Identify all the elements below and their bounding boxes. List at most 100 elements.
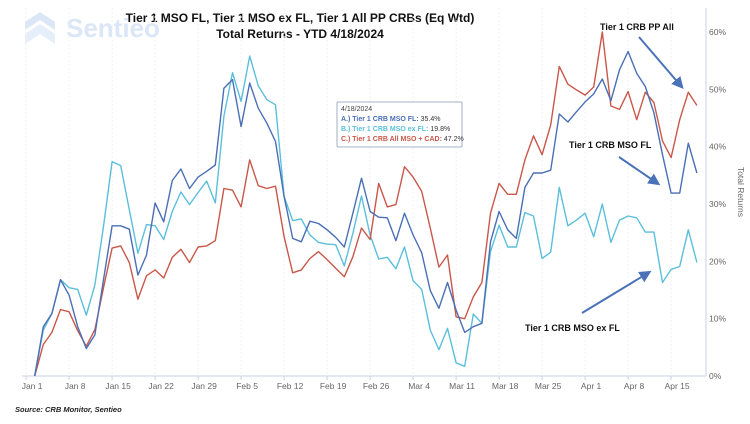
x-tick-label: Jan 1	[22, 381, 43, 391]
data-point	[507, 246, 508, 247]
annotation-mso-fl: Tier 1 CRB MSO FL	[569, 140, 661, 186]
data-point	[636, 217, 637, 218]
data-point	[438, 266, 439, 267]
data-point	[103, 279, 104, 280]
data-point	[628, 91, 629, 92]
data-point	[585, 213, 586, 214]
data-point	[387, 257, 388, 258]
data-point	[69, 311, 70, 312]
x-tick-label: Jan 15	[105, 381, 131, 391]
data-point	[619, 69, 620, 70]
data-point	[370, 211, 371, 212]
data-point	[490, 213, 491, 214]
x-tick-label: Jan 29	[191, 381, 217, 391]
data-point	[223, 116, 224, 117]
y-tick-label: 40%	[709, 142, 726, 152]
data-point	[266, 123, 267, 124]
data-point	[404, 246, 405, 247]
data-point	[206, 171, 207, 172]
data-point	[275, 186, 276, 187]
data-point	[318, 251, 319, 252]
y-axis-ticks: 0% 10% 20% 30% 40% 50% 60%	[709, 27, 726, 381]
data-point	[456, 316, 457, 317]
data-point	[636, 73, 637, 74]
data-point	[499, 211, 500, 212]
y-tick-label: 30%	[709, 199, 726, 209]
data-point	[516, 246, 517, 247]
data-point	[542, 154, 543, 155]
data-point	[550, 124, 551, 125]
data-point	[172, 180, 173, 181]
data-point	[378, 183, 379, 184]
data-point	[94, 334, 95, 335]
x-tick-label: Mar 4	[408, 381, 430, 391]
data-point	[542, 258, 543, 259]
x-tick-label: Apr 1	[581, 381, 602, 391]
data-point	[275, 141, 276, 142]
data-point	[550, 252, 551, 253]
tooltip-value: 35.4%	[421, 116, 441, 123]
tooltip-value: 19.8%	[430, 126, 450, 133]
data-point	[155, 202, 156, 203]
data-point	[430, 290, 431, 291]
data-point	[249, 55, 250, 56]
data-point	[309, 234, 310, 235]
data-point	[679, 193, 680, 194]
data-point	[585, 101, 586, 102]
data-point	[456, 362, 457, 363]
data-point	[77, 330, 78, 331]
data-point	[275, 104, 276, 105]
data-point	[249, 159, 250, 160]
data-point	[146, 254, 147, 255]
data-point	[51, 313, 52, 314]
series-line	[34, 50, 698, 377]
data-point	[619, 109, 620, 110]
data-point	[103, 287, 104, 288]
arrow-icon	[638, 36, 684, 90]
data-point	[653, 112, 654, 113]
data-point	[69, 295, 70, 296]
data-point	[86, 315, 87, 316]
data-point	[43, 326, 44, 327]
data-point	[413, 280, 414, 281]
data-point	[645, 86, 646, 87]
data-point	[292, 220, 293, 221]
data-point	[292, 272, 293, 273]
data-point	[120, 245, 121, 246]
data-point	[189, 262, 190, 263]
tooltip-row-a: A.) Tier 1 CRB MSO FL: 35.4%	[341, 116, 440, 123]
data-point	[232, 72, 233, 73]
data-point	[447, 328, 448, 329]
data-point	[292, 238, 293, 239]
data-point	[447, 282, 448, 283]
y-tick-label: 50%	[709, 84, 726, 94]
data-point	[370, 239, 371, 240]
data-point	[567, 84, 568, 85]
data-point	[610, 100, 611, 101]
data-point	[198, 246, 199, 247]
data-point	[421, 289, 422, 290]
data-point	[524, 159, 525, 160]
series-b	[34, 55, 698, 377]
data-point	[266, 99, 267, 100]
series-a	[34, 50, 698, 377]
logo-chevron-icon	[25, 12, 55, 30]
data-point	[189, 188, 190, 189]
data-point	[610, 242, 611, 243]
data-point	[309, 258, 310, 259]
annotation-text: Tier 1 CRB MSO ex FL	[525, 323, 620, 333]
data-point	[490, 241, 491, 242]
data-point	[576, 89, 577, 90]
data-point	[129, 209, 130, 210]
data-point	[284, 236, 285, 237]
data-point	[421, 191, 422, 192]
data-point	[60, 279, 61, 280]
data-point	[129, 262, 130, 263]
data-point	[413, 234, 414, 235]
data-point	[516, 194, 517, 195]
data-point	[206, 245, 207, 246]
data-point	[146, 275, 147, 276]
data-point	[241, 206, 242, 207]
x-tick-label: Jan 8	[65, 381, 86, 391]
